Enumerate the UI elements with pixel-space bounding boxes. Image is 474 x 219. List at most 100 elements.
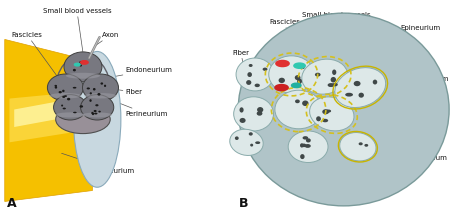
Ellipse shape [354, 81, 361, 86]
Ellipse shape [332, 69, 337, 75]
Ellipse shape [301, 65, 305, 69]
Ellipse shape [66, 73, 100, 79]
Ellipse shape [235, 136, 239, 140]
Ellipse shape [62, 96, 65, 98]
Ellipse shape [80, 61, 82, 64]
Ellipse shape [279, 78, 285, 83]
Text: Endoneurium: Endoneurium [102, 67, 173, 79]
Ellipse shape [306, 138, 311, 143]
Ellipse shape [345, 93, 353, 97]
Ellipse shape [322, 119, 328, 122]
Text: Epineurium: Epineurium [389, 25, 441, 35]
Ellipse shape [82, 74, 118, 101]
Ellipse shape [275, 90, 322, 129]
Ellipse shape [54, 95, 87, 120]
Ellipse shape [73, 87, 76, 88]
Ellipse shape [288, 131, 328, 162]
Ellipse shape [67, 98, 70, 100]
Ellipse shape [373, 80, 377, 85]
Text: Epineurium: Epineurium [62, 153, 135, 174]
Ellipse shape [73, 112, 77, 113]
Text: B: B [239, 197, 249, 210]
Ellipse shape [302, 101, 309, 106]
Text: Small blood vessels: Small blood vessels [43, 8, 111, 62]
Ellipse shape [84, 93, 117, 99]
Ellipse shape [269, 56, 314, 93]
Ellipse shape [359, 142, 363, 145]
Ellipse shape [82, 112, 112, 117]
Ellipse shape [61, 104, 63, 106]
Ellipse shape [263, 68, 267, 71]
Ellipse shape [295, 75, 301, 80]
Text: Fascicles: Fascicles [12, 32, 65, 88]
Ellipse shape [90, 99, 91, 102]
Ellipse shape [80, 105, 83, 108]
Circle shape [294, 63, 305, 68]
Ellipse shape [315, 73, 320, 77]
Ellipse shape [80, 61, 82, 63]
Ellipse shape [90, 92, 92, 94]
Ellipse shape [80, 64, 82, 67]
Ellipse shape [64, 95, 67, 97]
Ellipse shape [59, 91, 62, 93]
Ellipse shape [98, 111, 101, 113]
Ellipse shape [302, 136, 308, 140]
Ellipse shape [295, 99, 300, 103]
Ellipse shape [335, 68, 386, 108]
Ellipse shape [250, 144, 253, 147]
Ellipse shape [230, 129, 263, 155]
Ellipse shape [310, 97, 354, 131]
Ellipse shape [326, 110, 331, 113]
Ellipse shape [300, 143, 304, 148]
Ellipse shape [255, 84, 260, 87]
Ellipse shape [300, 154, 305, 159]
Ellipse shape [49, 93, 82, 99]
Ellipse shape [55, 105, 110, 134]
Ellipse shape [301, 143, 306, 147]
Text: Endoneurium: Endoneurium [377, 145, 447, 161]
Text: A: A [7, 197, 17, 210]
Ellipse shape [365, 144, 368, 147]
Ellipse shape [305, 144, 311, 148]
Ellipse shape [246, 80, 251, 85]
Ellipse shape [239, 107, 244, 113]
Ellipse shape [330, 77, 336, 83]
Ellipse shape [81, 95, 114, 120]
Ellipse shape [328, 83, 334, 87]
Ellipse shape [238, 13, 449, 206]
Ellipse shape [92, 112, 94, 115]
Text: Fiber: Fiber [232, 49, 249, 79]
Ellipse shape [55, 86, 57, 89]
Ellipse shape [64, 52, 102, 82]
Ellipse shape [93, 110, 97, 112]
Polygon shape [5, 39, 92, 201]
Ellipse shape [104, 85, 106, 87]
Text: Perineurium: Perineurium [389, 76, 449, 82]
Text: Fiber: Fiber [102, 88, 143, 95]
Ellipse shape [257, 107, 264, 113]
Ellipse shape [236, 58, 274, 91]
Ellipse shape [249, 64, 253, 67]
Ellipse shape [87, 87, 90, 89]
Ellipse shape [249, 132, 253, 136]
Ellipse shape [93, 88, 96, 90]
Ellipse shape [95, 104, 99, 106]
Ellipse shape [239, 118, 246, 123]
Ellipse shape [234, 97, 273, 131]
Polygon shape [9, 92, 78, 142]
Ellipse shape [316, 116, 321, 121]
Text: Small blood vessels: Small blood vessels [290, 12, 371, 61]
Ellipse shape [63, 108, 66, 109]
Ellipse shape [62, 90, 64, 92]
Ellipse shape [255, 141, 260, 144]
Text: Perineurium: Perineurium [102, 96, 168, 117]
Ellipse shape [247, 72, 252, 77]
Circle shape [81, 61, 88, 64]
Ellipse shape [73, 51, 121, 187]
Circle shape [74, 63, 80, 66]
Ellipse shape [55, 85, 57, 87]
Ellipse shape [302, 59, 347, 94]
Text: Fascicles: Fascicles [269, 19, 300, 59]
Circle shape [292, 83, 301, 88]
Ellipse shape [94, 113, 98, 115]
